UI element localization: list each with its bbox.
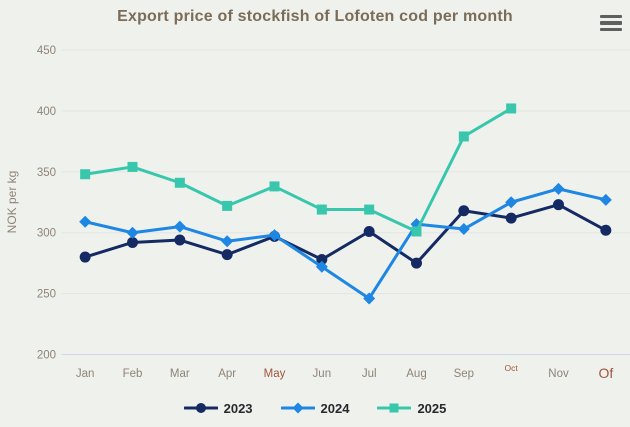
- x-axis-tick-label-may: May: [264, 368, 286, 380]
- x-axis-tick-label-jan: Jan: [76, 368, 95, 380]
- series-line-2023[interactable]: [83, 203, 608, 265]
- x-axis-tick-label-aug: Aug: [406, 368, 426, 380]
- hamburger-bar: [600, 21, 622, 25]
- series-line-2024[interactable]: [83, 187, 608, 300]
- data-point-2024[interactable]: [552, 182, 565, 195]
- y-axis-tick-label: 450: [37, 45, 56, 57]
- data-point-2023[interactable]: [79, 251, 91, 263]
- data-point-2025[interactable]: [506, 103, 517, 114]
- data-point-2025[interactable]: [411, 226, 422, 237]
- data-point-2023[interactable]: [505, 212, 517, 224]
- data-point-2025[interactable]: [127, 161, 138, 172]
- data-point-2024[interactable]: [79, 215, 92, 228]
- legend-item-2023[interactable]: 2023: [183, 400, 253, 416]
- data-point-2024[interactable]: [221, 235, 234, 248]
- data-point-2024[interactable]: [599, 193, 612, 206]
- legend-marker-diamond-icon: [280, 402, 315, 414]
- y-axis-tick-label: 250: [37, 289, 56, 301]
- hamburger-bar: [600, 27, 622, 32]
- data-point-2023[interactable]: [363, 225, 375, 237]
- data-point-2024[interactable]: [363, 292, 376, 305]
- data-point-2023[interactable]: [553, 199, 564, 211]
- hamburger-bar: [600, 14, 622, 19]
- data-point-2025[interactable]: [458, 131, 469, 142]
- data-point-2024[interactable]: [457, 223, 470, 236]
- y-axis-tick-label: 200: [37, 350, 56, 362]
- data-point-2025[interactable]: [222, 200, 233, 211]
- legend-marker-square-icon: [377, 403, 412, 413]
- data-point-2025[interactable]: [316, 204, 327, 215]
- x-axis-tick-label-nov: Nov: [548, 368, 569, 380]
- data-point-2023[interactable]: [316, 253, 328, 265]
- legend-label: 2024: [320, 400, 350, 416]
- data-point-2024[interactable]: [315, 260, 328, 273]
- data-point-2024[interactable]: [268, 229, 281, 242]
- x-axis-tick-label-sep: Sep: [454, 368, 474, 380]
- data-point-2025[interactable]: [174, 177, 185, 188]
- chart-legend: 2023 2024 2025: [0, 393, 630, 423]
- x-axis-tick-label-mar: Mar: [170, 368, 190, 380]
- data-point-2025[interactable]: [269, 181, 280, 192]
- data-point-2023[interactable]: [458, 205, 470, 217]
- data-point-2023[interactable]: [127, 236, 138, 248]
- chart-title: Export price of stockfish of Lofoten cod…: [117, 8, 513, 25]
- x-axis-tick-label-of: Of: [598, 365, 613, 381]
- line-chart-plot-area: 200 250 300 350 400 450 NOK per kg Jan Feb Mar Apr…: [5, 45, 630, 381]
- x-axis-tick-label-jun: Jun: [313, 368, 332, 380]
- data-point-2024[interactable]: [173, 220, 186, 233]
- y-axis-tick-label: 400: [37, 106, 56, 118]
- data-point-2023[interactable]: [174, 234, 186, 246]
- data-point-2023[interactable]: [411, 257, 422, 269]
- data-point-2024[interactable]: [126, 226, 139, 239]
- legend-label: 2025: [417, 400, 447, 416]
- hamburger-menu-icon[interactable]: [596, 10, 626, 36]
- x-axis-tick-label-oct: Oct: [505, 363, 519, 373]
- series-line-2025[interactable]: [83, 106, 513, 233]
- legend-label: 2023: [223, 400, 253, 416]
- legend-item-2024[interactable]: 2024: [280, 400, 350, 416]
- data-point-2025[interactable]: [80, 169, 91, 180]
- data-point-2023[interactable]: [221, 249, 233, 261]
- x-axis-tick-label-apr: Apr: [218, 368, 236, 380]
- data-point-2023[interactable]: [600, 224, 612, 236]
- data-point-2024[interactable]: [505, 196, 518, 209]
- y-axis-tick-label: 300: [37, 228, 56, 240]
- legend-item-2025[interactable]: 2025: [377, 401, 446, 416]
- x-axis-tick-label-feb: Feb: [123, 368, 143, 380]
- data-point-2025[interactable]: [364, 204, 375, 215]
- x-axis-tick-label-jul: Jul: [362, 368, 377, 380]
- y-axis-title: NOK per kg: [5, 171, 19, 234]
- y-axis-tick-label: 350: [37, 167, 56, 179]
- legend-marker-circle-icon: [183, 403, 218, 413]
